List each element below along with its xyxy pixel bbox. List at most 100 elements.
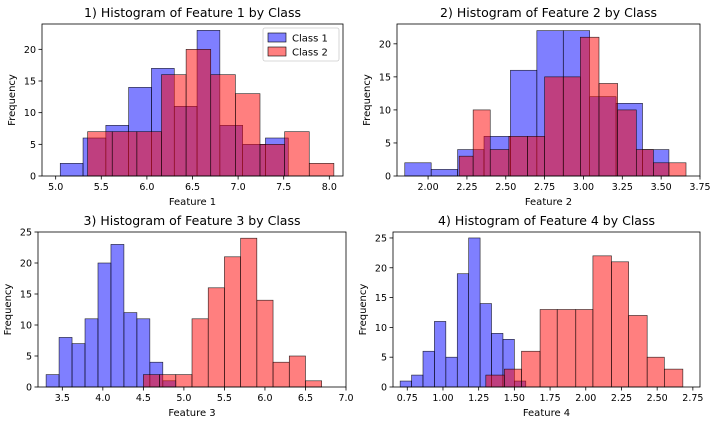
histogram-bar <box>646 356 665 388</box>
y-tick-label: 15 <box>375 293 387 304</box>
x-tick-label: 2.75 <box>682 393 703 404</box>
y-axis-label: Frequency <box>362 74 373 126</box>
y-tick-label: 5 <box>26 352 32 363</box>
histogram-bar <box>562 76 581 177</box>
histogram-bar <box>256 299 274 388</box>
histogram-bar <box>259 144 285 177</box>
legend-label: Class 2 <box>292 48 328 59</box>
histogram-bar <box>628 315 648 388</box>
y-tick-label: 0 <box>385 172 391 183</box>
x-axis-label: Feature 1 <box>169 197 216 208</box>
histogram-bar <box>161 74 187 177</box>
x-tick-label: 1.00 <box>432 393 453 404</box>
chart-title: 4) Histogram of Feature 4 by Class <box>438 213 655 228</box>
histogram-bar <box>556 309 577 388</box>
histogram-bar <box>527 136 545 177</box>
x-tick-label: 5.5 <box>94 182 109 193</box>
y-tick-label: 0 <box>26 383 32 394</box>
histogram-bar <box>458 155 474 177</box>
y-tick-label: 0 <box>381 383 387 394</box>
y-tick-label: 25 <box>20 228 32 239</box>
chart-title: 3) Histogram of Feature 3 by Class <box>84 213 301 228</box>
x-tick-label: 3.75 <box>689 182 710 193</box>
x-tick-label: 0.75 <box>397 393 418 404</box>
x-tick-label: 2.75 <box>534 182 555 193</box>
x-tick-label: 2.00 <box>575 393 596 404</box>
x-tick-label: 5.0 <box>176 393 191 404</box>
y-tick-label: 20 <box>24 45 36 56</box>
series-2-bars <box>485 255 684 388</box>
histogram-bar <box>508 136 528 177</box>
histogram-bar <box>592 255 612 388</box>
histogram-bar <box>143 374 160 388</box>
x-tick-label: 2.25 <box>611 393 632 404</box>
x-tick-label: 1.75 <box>539 393 560 404</box>
chart-panel-4: 0.75 1.00 1.25 1.50 1.75 2.00 2.25 2.50 2.75 0 5 10… <box>358 213 703 419</box>
histogram-bar <box>411 374 424 388</box>
x-axis-label: Feature 2 <box>525 197 572 208</box>
x-tick-label: 5.5 <box>217 393 232 404</box>
x-tick-label: 2.00 <box>417 182 438 193</box>
histogram-bar <box>575 309 594 388</box>
histogram-bar <box>58 337 73 388</box>
histogram-bar <box>240 237 258 388</box>
y-tick-label: 10 <box>20 321 32 332</box>
x-tick-label: 6.5 <box>298 393 313 404</box>
histogram-bar <box>479 303 492 388</box>
series-1-bars <box>399 237 527 388</box>
x-tick-label: 1.50 <box>504 393 525 404</box>
histogram-bar <box>468 237 481 388</box>
x-tick-label: 2.50 <box>495 182 516 193</box>
y-axis-label: Frequency <box>7 74 18 126</box>
x-tick-label: 1.25 <box>468 393 489 404</box>
y-axis-label: Frequency <box>358 284 369 336</box>
histogram-bar <box>598 83 618 177</box>
x-tick-label: 4.5 <box>136 393 151 404</box>
series-2-bars <box>143 237 322 388</box>
y-tick-label: 10 <box>379 105 391 116</box>
histogram-bar <box>489 149 510 177</box>
x-tick-label: 3.5 <box>55 393 70 404</box>
histogram-bar <box>521 350 541 388</box>
y-tick-label: 20 <box>20 259 32 270</box>
x-tick-label: 7.0 <box>338 393 353 404</box>
series-2-bars <box>458 36 687 177</box>
histogram-bar <box>123 312 138 388</box>
chart-panel-1: 5.0 5.5 6.0 6.5 7.0 7.5 8.0 0 5 10 15 20 1) Histogra… <box>7 5 344 208</box>
histogram-bar <box>45 374 60 388</box>
histogram-bar <box>664 368 684 388</box>
histogram-bar <box>485 374 505 388</box>
histogram-bar <box>185 49 212 177</box>
x-tick-label: 3.25 <box>612 182 633 193</box>
histogram-bar <box>110 244 125 388</box>
y-tick-label: 15 <box>20 290 32 301</box>
histogram-bar <box>445 356 458 388</box>
chart-panel-2: 2.00 2.25 2.50 2.75 3.00 3.25 3.50 3.75 0 5 10 15 20… <box>362 5 711 208</box>
y-axis-label: Frequency <box>3 284 14 336</box>
histogram-bar <box>305 380 322 388</box>
y-tick-label: 5 <box>30 140 36 151</box>
x-tick-label: 4.0 <box>95 393 110 404</box>
x-axis-label: Feature 4 <box>523 408 570 419</box>
histogram-bar <box>97 262 112 388</box>
histogram-bar <box>611 261 629 388</box>
histogram-bar <box>191 318 209 388</box>
x-axis-label: Feature 3 <box>168 408 215 419</box>
histogram-bar <box>235 93 261 177</box>
histogram-bar <box>456 273 469 388</box>
y-tick-label: 20 <box>379 39 391 50</box>
x-tick-label: 6.5 <box>185 182 200 193</box>
x-tick-label: 3.50 <box>651 182 672 193</box>
histogram-bar <box>617 109 637 177</box>
histogram-bar <box>59 163 84 177</box>
axes-frame <box>37 231 347 388</box>
legend: Class 1 Class 2 <box>262 27 340 62</box>
histogram-bar <box>224 256 241 388</box>
histogram-bar <box>539 309 558 388</box>
legend-label: Class 1 <box>292 34 328 45</box>
chart-title: 1) Histogram of Feature 1 by Class <box>84 5 301 20</box>
x-tick-label: 3.00 <box>573 182 594 193</box>
x-tick-label: 7.0 <box>231 182 246 193</box>
y-tick-label: 5 <box>381 353 387 364</box>
